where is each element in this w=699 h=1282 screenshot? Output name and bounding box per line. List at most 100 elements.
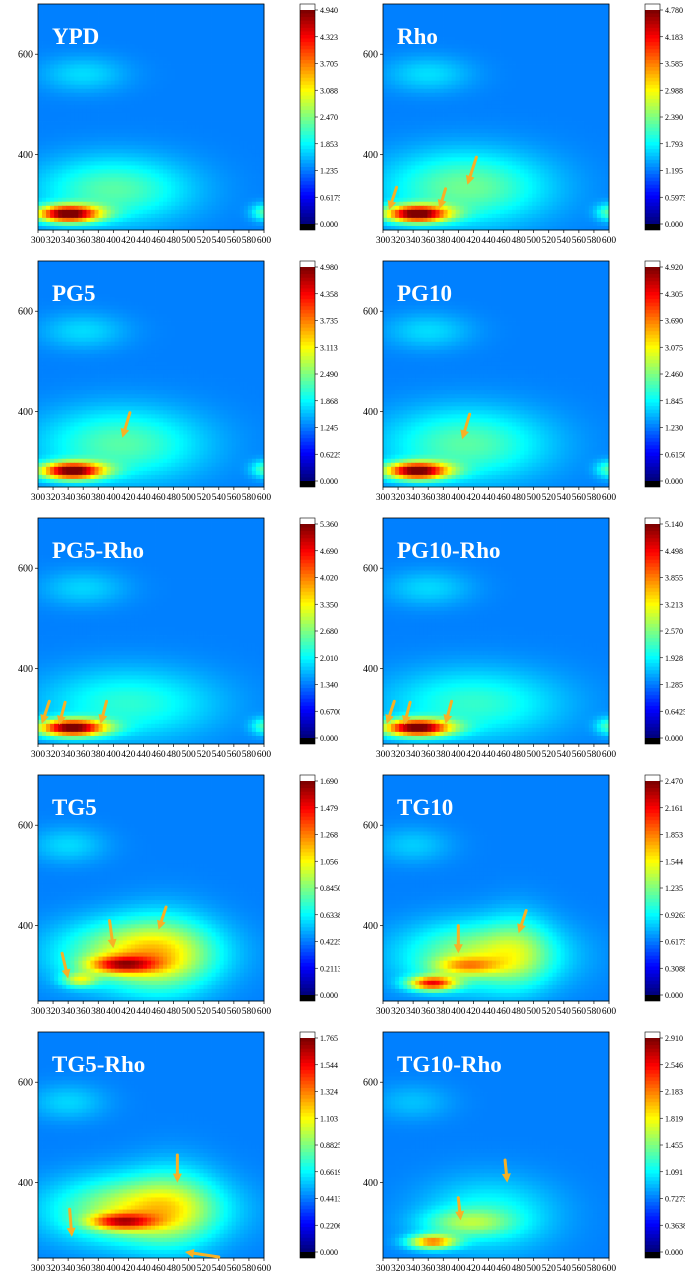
heatmap-cell <box>98 100 103 106</box>
heatmap-cell <box>94 88 99 94</box>
heatmap-cell <box>536 4 541 9</box>
heatmap-cell <box>138 68 144 74</box>
heatmap-cell <box>86 8 91 13</box>
heatmap-cell <box>146 56 152 61</box>
heatmap-cell <box>207 177 212 182</box>
heatmap-cell <box>155 68 160 74</box>
heatmap-cell <box>38 141 43 146</box>
heatmap-cell <box>451 20 457 25</box>
heatmap-cell <box>459 129 465 134</box>
heatmap-cell <box>146 201 152 207</box>
heatmap-cell <box>118 157 124 162</box>
heatmap-cell <box>395 121 400 126</box>
heatmap-cell <box>82 165 87 170</box>
heatmap-cell <box>98 117 103 122</box>
heatmap-cell <box>106 48 112 53</box>
heatmap-cell <box>512 8 517 13</box>
heatmap-cell <box>219 76 225 82</box>
x-tick-label: 540 <box>212 236 227 246</box>
heatmap-cell <box>102 44 108 49</box>
heatmap-cell <box>211 161 216 166</box>
heatmap-cell <box>54 121 59 126</box>
heatmap-cell <box>146 92 152 98</box>
heatmap-cell <box>195 88 200 94</box>
heatmap-cell <box>532 48 537 53</box>
heatmap-cell <box>195 40 200 45</box>
heatmap-cell <box>564 4 570 9</box>
heatmap-cell <box>90 56 95 61</box>
heatmap-cell <box>215 137 221 142</box>
heatmap-cell <box>524 56 529 61</box>
colorbar <box>299 3 316 231</box>
heatmap-cell <box>138 221 144 227</box>
heatmap-cell <box>78 60 83 65</box>
heatmap-cell <box>491 24 497 29</box>
heatmap-cell <box>114 141 120 146</box>
heatmap-cell <box>475 104 481 110</box>
heatmap-cell <box>259 149 265 154</box>
heatmap-cell <box>118 145 124 150</box>
heatmap-cell <box>479 72 485 78</box>
heatmap-cell <box>142 201 148 207</box>
heatmap-cell <box>219 129 225 134</box>
heatmap-cell <box>110 225 116 231</box>
heatmap-cell <box>475 129 481 134</box>
heatmap-cell <box>447 48 453 53</box>
x-tick-label: 400 <box>106 236 121 246</box>
heatmap-cell <box>259 169 265 174</box>
heatmap-cell <box>439 125 444 130</box>
heatmap-cell <box>163 153 168 158</box>
heatmap-cell <box>604 56 610 61</box>
heatmap-cell <box>155 169 160 174</box>
heatmap-cell <box>479 52 485 57</box>
heatmap-cell <box>54 141 59 146</box>
heatmap-cell <box>439 96 444 102</box>
heatmap-cell <box>544 88 549 94</box>
heatmap-cell <box>130 213 136 219</box>
heatmap-cell <box>588 121 594 126</box>
heatmap-cell <box>475 92 481 98</box>
heatmap-cell <box>82 64 87 69</box>
heatmap-cell <box>255 60 261 65</box>
heatmap-cell <box>475 56 481 61</box>
heatmap-cell <box>584 40 590 45</box>
heatmap-cell <box>528 76 533 82</box>
heatmap-cell <box>231 8 237 13</box>
heatmap-cell <box>183 213 188 219</box>
heatmap-cell <box>195 4 200 9</box>
heatmap-cell <box>508 16 513 21</box>
heatmap-cell <box>552 68 557 74</box>
heatmap-cell <box>383 64 388 69</box>
heatmap-cell <box>419 84 424 90</box>
heatmap-cell <box>86 185 91 191</box>
heatmap-cell <box>251 197 257 203</box>
heatmap-cell <box>552 28 557 33</box>
heatmap-cell <box>94 217 99 223</box>
heatmap-cell <box>50 117 55 122</box>
heatmap-cell <box>171 209 176 215</box>
heatmap-cell <box>508 56 513 61</box>
heatmap-cell <box>78 149 83 154</box>
heatmap-cell <box>500 24 505 29</box>
heatmap-cell <box>496 125 501 130</box>
heatmap-cell <box>38 201 43 207</box>
heatmap-cell <box>443 16 448 21</box>
heatmap-cell <box>179 177 184 182</box>
heatmap-cell <box>163 137 168 142</box>
heatmap-cell <box>155 133 160 138</box>
heatmap-cell <box>427 104 432 110</box>
heatmap-cell <box>151 201 156 207</box>
heatmap-cell <box>427 92 432 98</box>
heatmap-cell <box>146 197 152 203</box>
heatmap-cell <box>491 32 497 37</box>
heatmap-cell <box>600 88 606 94</box>
heatmap-cell <box>163 16 168 21</box>
heatmap-cell <box>596 92 602 98</box>
heatmap-cell <box>247 72 253 78</box>
heatmap-cell <box>463 121 469 126</box>
heatmap-cell <box>403 48 408 53</box>
heatmap-cell <box>94 40 99 45</box>
heatmap-cell <box>142 181 148 187</box>
heatmap-cell <box>203 141 208 146</box>
heatmap-cell <box>151 213 156 219</box>
